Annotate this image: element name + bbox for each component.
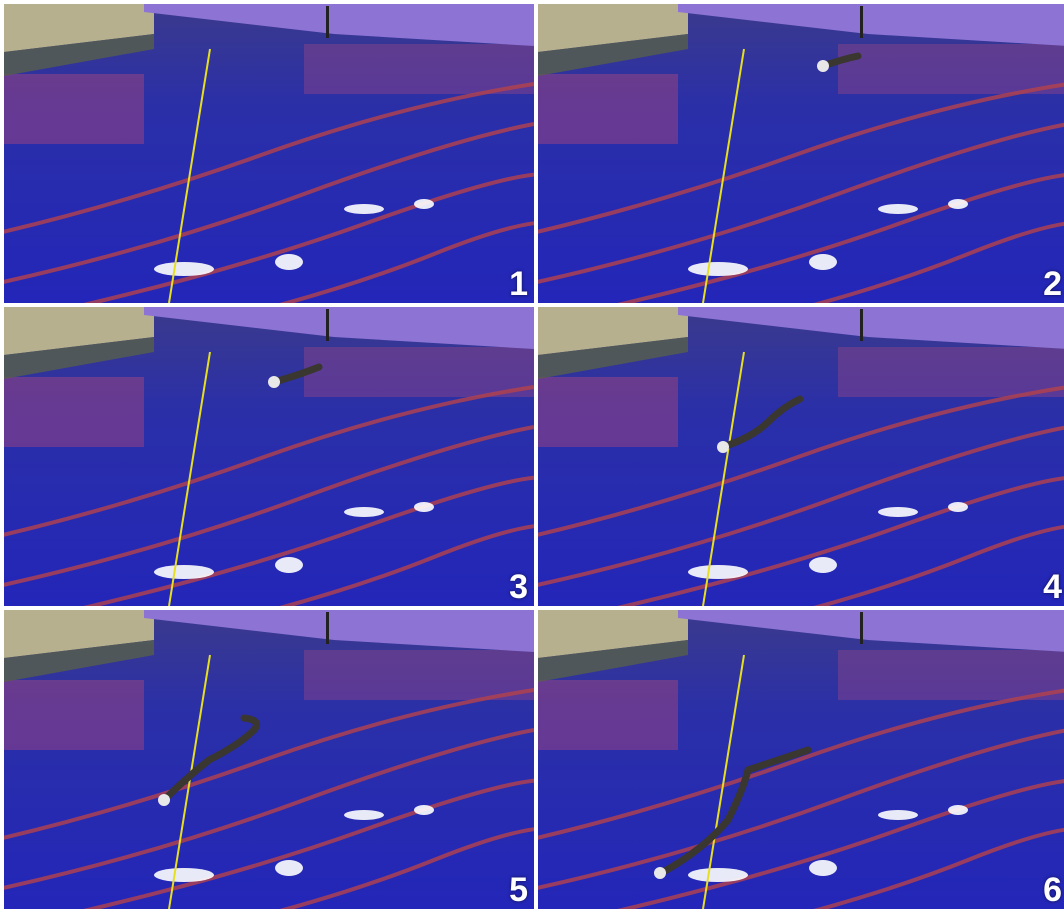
yellow-tether-line — [168, 654, 211, 909]
reflection-left — [4, 74, 144, 144]
frame-number: 4 — [1043, 568, 1062, 606]
lane-lines — [4, 385, 534, 606]
snake-robot — [719, 395, 804, 451]
yellow-tether-line — [702, 654, 745, 909]
pool-wall-shadow — [4, 337, 154, 379]
lane-lines — [538, 82, 1064, 303]
overhead-bridge — [678, 307, 1064, 349]
yellow-tether-line — [168, 351, 211, 606]
yellow-tether-line — [702, 48, 745, 303]
reflection-left — [538, 74, 678, 144]
pool-wall — [4, 610, 154, 658]
overhead-bridge — [144, 4, 534, 46]
pool-wall-shadow — [4, 34, 154, 76]
reflection-left — [4, 377, 144, 447]
pool-wall — [4, 307, 154, 355]
yellow-tether-line — [168, 48, 211, 303]
bridge-post — [860, 309, 863, 341]
bridge-post — [860, 6, 863, 38]
photo-panel-2: 2 — [538, 4, 1064, 303]
reflection-left — [4, 680, 144, 750]
reflection-right — [838, 650, 1064, 700]
photo-panel-3: 3 — [4, 307, 534, 606]
lane-lines — [538, 688, 1064, 909]
light-glare — [154, 805, 434, 882]
overhead-bridge — [678, 4, 1064, 46]
lane-lines — [538, 385, 1064, 606]
light-glare — [154, 199, 434, 276]
overhead-bridge — [144, 307, 534, 349]
pool-wall — [4, 4, 154, 52]
snake-robot-head — [158, 794, 170, 806]
frame-number: 6 — [1043, 871, 1062, 909]
snake-robot — [160, 714, 260, 804]
reflection-right — [838, 347, 1064, 397]
snake-robot — [659, 746, 812, 876]
snake-robot-head — [654, 867, 666, 879]
overhead-bridge — [144, 610, 534, 652]
light-glare — [688, 805, 968, 882]
photo-panel-6: 6 — [538, 610, 1064, 909]
lane-lines — [4, 82, 534, 303]
reflection-left — [538, 377, 678, 447]
yellow-tether-line — [702, 351, 745, 606]
light-glare — [688, 199, 968, 276]
light-glare — [154, 502, 434, 579]
pool-wall — [538, 307, 688, 355]
reflection-right — [838, 44, 1064, 94]
pool-wall-shadow — [538, 640, 688, 682]
snake-robot-head — [717, 441, 729, 453]
pool-wall-shadow — [4, 640, 154, 682]
reflection-left — [538, 680, 678, 750]
bridge-post — [326, 612, 329, 644]
photo-panel-5: 5 — [4, 610, 534, 909]
frame-number: 3 — [509, 568, 528, 606]
frame-number: 1 — [509, 265, 528, 303]
reflection-right — [304, 347, 534, 397]
frame-number: 2 — [1043, 265, 1062, 303]
reflection-right — [304, 44, 534, 94]
bridge-post — [860, 612, 863, 644]
pool-wall-shadow — [538, 34, 688, 76]
overhead-bridge — [678, 610, 1064, 652]
pool-wall — [538, 4, 688, 52]
snake-robot-head — [268, 376, 280, 388]
photo-panel-1: 1 — [4, 4, 534, 303]
reflection-right — [304, 650, 534, 700]
bridge-post — [326, 6, 329, 38]
bridge-post — [326, 309, 329, 341]
photo-panel-4: 4 — [538, 307, 1064, 606]
pool-wall — [538, 610, 688, 658]
frame-number: 5 — [509, 871, 528, 909]
lane-lines — [4, 688, 534, 909]
snake-robot-head — [817, 60, 829, 72]
light-glare — [688, 502, 968, 579]
pool-wall-shadow — [538, 337, 688, 379]
